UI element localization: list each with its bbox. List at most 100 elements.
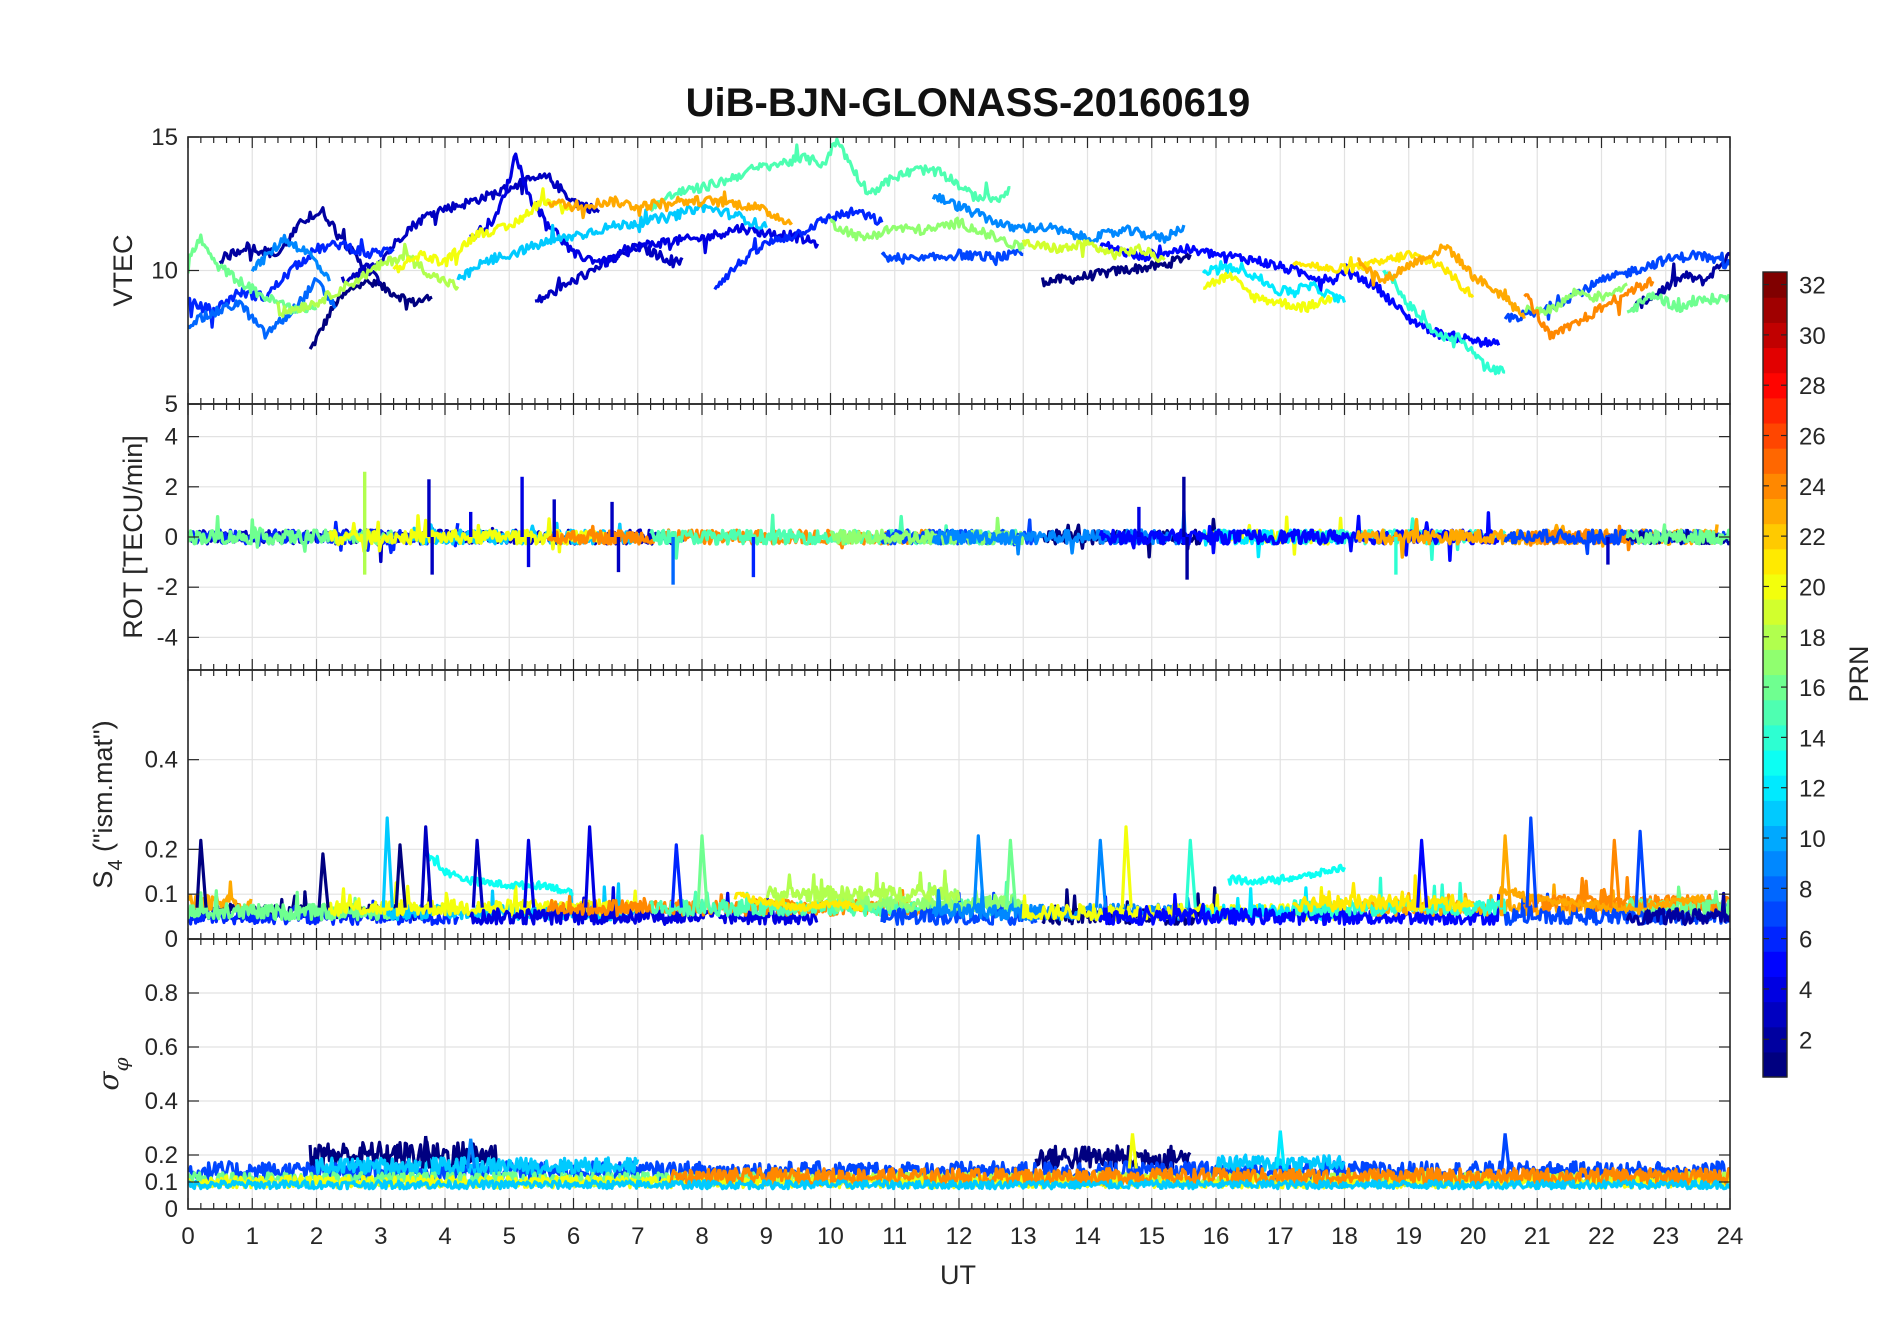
- s4-spike: [696, 834, 709, 908]
- y-tick-label: 4: [165, 424, 178, 451]
- x-tick-label: 1: [246, 1223, 259, 1250]
- vtec-series-prn-12: [1201, 260, 1347, 304]
- colorbar-swatch: [1763, 699, 1787, 726]
- colorbar-swatch: [1763, 800, 1787, 827]
- s4-spike: [317, 852, 330, 908]
- x-tick-label: 20: [1460, 1223, 1487, 1250]
- s4-arc-prn-23: [1497, 885, 1706, 916]
- rot-series-prn-20: [328, 514, 608, 554]
- chart-title: UiB-BJN-GLONASS-20160619: [686, 81, 1251, 125]
- s4-spike: [1004, 838, 1018, 908]
- y-tick-label: 0.8: [145, 980, 178, 1007]
- colorbar-label: PRN: [1844, 645, 1874, 702]
- vtec-series-prn-6: [188, 238, 395, 329]
- colorbar-tick-label: 32: [1799, 273, 1826, 300]
- colorbar-tick-label: 10: [1799, 826, 1826, 853]
- sigma-spike: [465, 1138, 477, 1169]
- x-tick-label: 13: [1010, 1223, 1037, 1250]
- colorbar-swatch: [1763, 951, 1787, 977]
- x-tick-label: 24: [1717, 1223, 1744, 1250]
- colorbar-tick-label: 20: [1799, 574, 1826, 601]
- y-tick-label: 0: [165, 1196, 178, 1223]
- panel-sigma: 00.10.2 0.4 0.6 0.8 σφ: [92, 938, 1731, 1223]
- vtec-series-prn-19: [1021, 238, 1166, 263]
- ticks-sigma: 00.10.2 0.4 0.6 0.8: [145, 939, 1731, 1223]
- s4-series-prn-21: [1291, 874, 1475, 913]
- vtec-series-prn-3: [340, 172, 600, 285]
- x-tick-label: 0: [181, 1223, 194, 1250]
- s4-spike: [471, 838, 484, 908]
- colorbar-tick-label: 2: [1799, 1027, 1812, 1054]
- x-tick-label: 6: [567, 1223, 580, 1250]
- s4-arc-prn-21: [733, 891, 864, 913]
- s4-series-prn-5: [1098, 893, 1501, 926]
- x-tick-label: 4: [438, 1223, 451, 1250]
- vtec-series-prn-8: [188, 277, 337, 340]
- data-layer-vtec: [188, 137, 1730, 376]
- x-tick-label: 3: [374, 1223, 387, 1250]
- colorbar-tick-label: 6: [1799, 927, 1812, 954]
- y-tick-label: 2: [165, 474, 178, 501]
- sigma-series-prn-1: [1034, 1144, 1192, 1171]
- x-tick-label: 21: [1524, 1223, 1551, 1250]
- y-tick-label: 0.2: [145, 1142, 178, 1169]
- x-tick-label: 11: [882, 1223, 907, 1250]
- vtec-series-prn-17: [1524, 282, 1628, 316]
- rot-series-prn-16: [1625, 523, 1730, 546]
- colorbar-tick-label: 16: [1799, 675, 1826, 702]
- s4-spike: [1499, 834, 1512, 908]
- s4-spike: [1120, 825, 1133, 908]
- x-tick-label: 23: [1652, 1223, 1679, 1250]
- vtec-series-prn-15: [649, 137, 1011, 213]
- s4-spike: [195, 838, 208, 908]
- vtec-series-prn-23: [1357, 243, 1526, 320]
- colorbar-swatch: [1763, 397, 1787, 424]
- y-tick-label: 0.2: [145, 836, 178, 863]
- colorbar-tick-label: 28: [1799, 373, 1826, 400]
- sigma-spike: [1275, 1130, 1286, 1169]
- s4-spike: [972, 834, 985, 908]
- x-tick-label: 9: [760, 1223, 773, 1250]
- y-axis-label-rot: ROT [TECU/min]: [118, 435, 148, 639]
- x-tick-label: 5: [503, 1223, 516, 1250]
- s4-arc-prn-13: [424, 850, 574, 896]
- s4-series-prn-18: [765, 869, 961, 904]
- s4-spike: [1634, 829, 1647, 908]
- vtec-series-prn-2: [1632, 251, 1730, 310]
- vtec-series-prn-1: [1040, 252, 1192, 288]
- colorbar-swatch: [1763, 900, 1787, 927]
- y-tick-label: 0: [165, 926, 178, 953]
- s4-spike: [381, 816, 394, 908]
- colorbar-swatch: [1763, 1051, 1787, 1078]
- s4-spike: [670, 843, 683, 908]
- sigma-spike: [1500, 1133, 1511, 1169]
- x-tick-label: 19: [1395, 1223, 1422, 1250]
- s4-spike: [1094, 838, 1108, 908]
- s4-spike: [523, 838, 536, 908]
- sigma-spike: [420, 1135, 432, 1169]
- sigma-series-prn-11: [314, 1156, 640, 1176]
- s4-series-prn-4: [469, 886, 819, 926]
- x-tick-label: 7: [631, 1223, 644, 1250]
- colorbar-tick-label: 26: [1799, 424, 1826, 451]
- vtec-series-prn-16: [1626, 291, 1730, 314]
- x-tick-label: 22: [1588, 1223, 1615, 1250]
- ticks-rot: -4 -2 0 2 4: [157, 404, 1731, 670]
- vtec-series-prn-9: [250, 233, 331, 282]
- colorbar-tick-label: 30: [1799, 323, 1826, 350]
- x-tick-label: 15: [1138, 1223, 1165, 1250]
- vtec-series-prn-6: [713, 206, 884, 291]
- vtec-series-prn-18: [276, 242, 460, 318]
- data-layer-sigma: [188, 1130, 1730, 1191]
- sigma-series-prn-11: [1214, 1153, 1346, 1173]
- vtec-series-prn-20: [392, 187, 575, 274]
- s4-spike: [420, 825, 433, 908]
- colorbar-swatch: [1763, 548, 1787, 575]
- vtec-series-prn-5: [1098, 241, 1351, 294]
- s4-spike: [1416, 838, 1429, 908]
- y-axis-label-vtec: VTEC: [108, 234, 138, 306]
- vtec-series-prn-11: [456, 201, 768, 281]
- colorbar-tick-label: 12: [1799, 776, 1826, 803]
